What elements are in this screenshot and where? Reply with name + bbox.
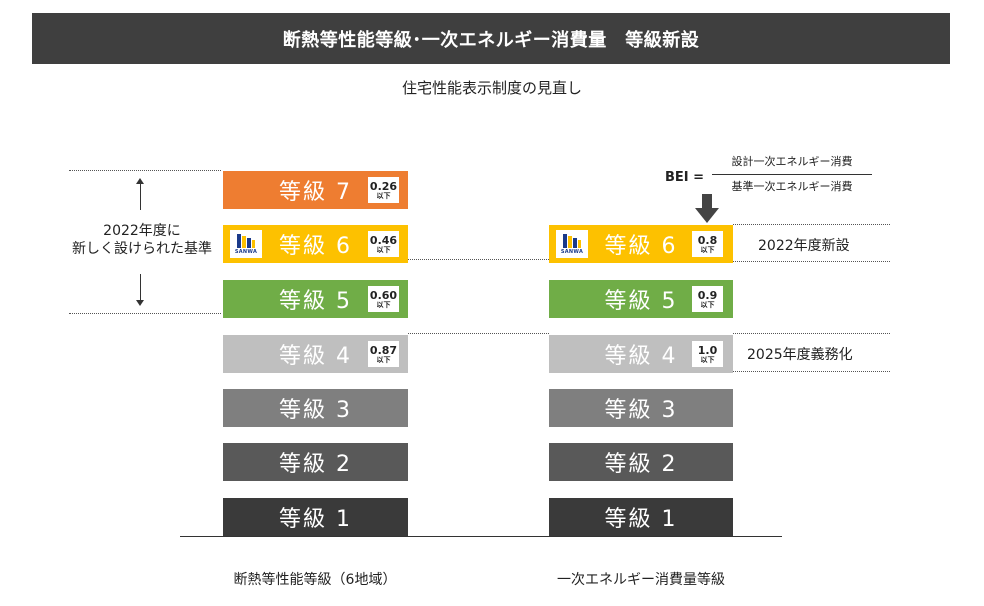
value-badge: 0.60 以下: [368, 286, 399, 312]
grade-label: 等級 2: [279, 452, 352, 477]
grade-label: 等級 2: [604, 452, 678, 477]
note-2022: 2022年度新設: [758, 238, 850, 254]
value-suffix: 以下: [700, 355, 715, 364]
left-grade-5: 等級 5 0.60 以下: [223, 280, 408, 318]
sanwa-logo: SANWA: [556, 230, 588, 258]
grade-label: 等級 1: [604, 507, 678, 532]
right-grade-1: 等級 1: [549, 498, 733, 536]
mid-dotted-grade6: [408, 259, 549, 260]
value: 0.26: [369, 179, 398, 193]
arrow-down-icon: [136, 300, 144, 306]
left-grade-6: SANWA 等級 6 0.46 以下: [223, 225, 408, 263]
left-grade-4: 等級 4 0.87 以下: [223, 335, 408, 373]
grade-label: 等級 5: [604, 289, 678, 314]
right-grade-4: 等級 4 1.0 以下: [549, 335, 733, 373]
left-grade-2: 等級 2: [223, 443, 408, 481]
page-title: 断熱等性能等級･一次エネルギー消費量 等級新設: [32, 13, 950, 64]
value-suffix: 以下: [376, 355, 391, 364]
sanwa-logo-icon: [237, 233, 255, 248]
value: 0.9: [697, 288, 718, 302]
logo-text: SANWA: [234, 248, 258, 255]
right-dotted-2025-bottom: [733, 371, 890, 372]
right-grade-3: 等級 3: [549, 389, 733, 427]
bei-label: BEI =: [665, 170, 705, 185]
value-suffix: 以下: [376, 245, 391, 254]
right-dotted-2025-top: [733, 333, 890, 334]
left-note-line1: 2022年度に: [103, 223, 181, 239]
left-note: 2022年度に 新しく設けられた基準: [52, 222, 232, 258]
bei-denominator: 基準一次エネルギー消費: [731, 180, 853, 193]
grade-label: 等級 3: [279, 398, 352, 423]
value-badge: 0.26 以下: [368, 177, 399, 203]
grade-label: 等級 3: [604, 398, 678, 423]
right-column-label: 一次エネルギー消費量等級: [557, 572, 725, 588]
arrow-up-line: [140, 184, 141, 210]
baseline: [180, 536, 782, 537]
mid-dotted-grade4: [408, 333, 549, 334]
grade-label: 等級 1: [279, 507, 352, 532]
left-grade-3: 等級 3: [223, 389, 408, 427]
value-suffix: 以下: [376, 300, 391, 309]
subtitle: 住宅性能表示制度の見直し: [401, 79, 582, 97]
value: 0.60: [369, 288, 398, 302]
left-grade-7: 等級 7 0.26 以下: [223, 171, 408, 209]
value-suffix: 以下: [700, 245, 715, 254]
value-badge: 0.9 以下: [692, 286, 723, 312]
right-grade-2: 等級 2: [549, 443, 733, 481]
grade-label: 等級 4: [604, 344, 678, 369]
value-badge: 1.0 以下: [692, 341, 723, 367]
logo-text: SANWA: [560, 248, 584, 255]
value-suffix: 以下: [700, 300, 715, 309]
left-column-label: 断熱等性能等級（6地域）: [233, 572, 397, 588]
right-grade-6: SANWA 等級 6 0.8 以下: [549, 225, 733, 263]
bei-numerator: 設計一次エネルギー消費: [731, 155, 853, 168]
right-grade-5: 等級 5 0.9 以下: [549, 280, 733, 318]
sanwa-logo-icon: [563, 233, 581, 248]
value: 1.0: [697, 343, 718, 357]
value-badge: 0.87 以下: [368, 341, 399, 367]
grade-label: 等級 6: [279, 234, 352, 259]
sanwa-logo: SANWA: [230, 230, 262, 258]
value-badge: 0.46 以下: [368, 231, 399, 257]
left-grade-1: 等級 1: [223, 498, 408, 536]
value: 0.8: [697, 233, 718, 247]
grade-label: 等級 7: [279, 180, 352, 205]
value: 0.46: [369, 233, 398, 247]
grade-label: 等級 4: [279, 344, 352, 369]
left-note-line2: 新しく設けられた基準: [72, 241, 212, 258]
bei-fraction-line: [712, 174, 872, 175]
left-dotted-top: [69, 170, 221, 171]
title-text: 断熱等性能等級･一次エネルギー消費量 等級新設: [282, 29, 700, 51]
right-dotted-2022-top: [733, 224, 890, 225]
value-badge: 0.8 以下: [692, 231, 723, 257]
left-dotted-bottom: [69, 313, 221, 314]
arrow-down-line: [140, 274, 141, 300]
arrow-up-icon: [136, 178, 144, 184]
value: 0.87: [369, 343, 398, 357]
right-dotted-2022-bottom: [733, 261, 890, 262]
arrow-down-icon: [695, 194, 719, 223]
value-suffix: 以下: [376, 191, 391, 200]
grade-label: 等級 5: [279, 289, 352, 314]
grade-label: 等級 6: [604, 234, 678, 259]
note-2025: 2025年度義務化: [747, 347, 853, 363]
